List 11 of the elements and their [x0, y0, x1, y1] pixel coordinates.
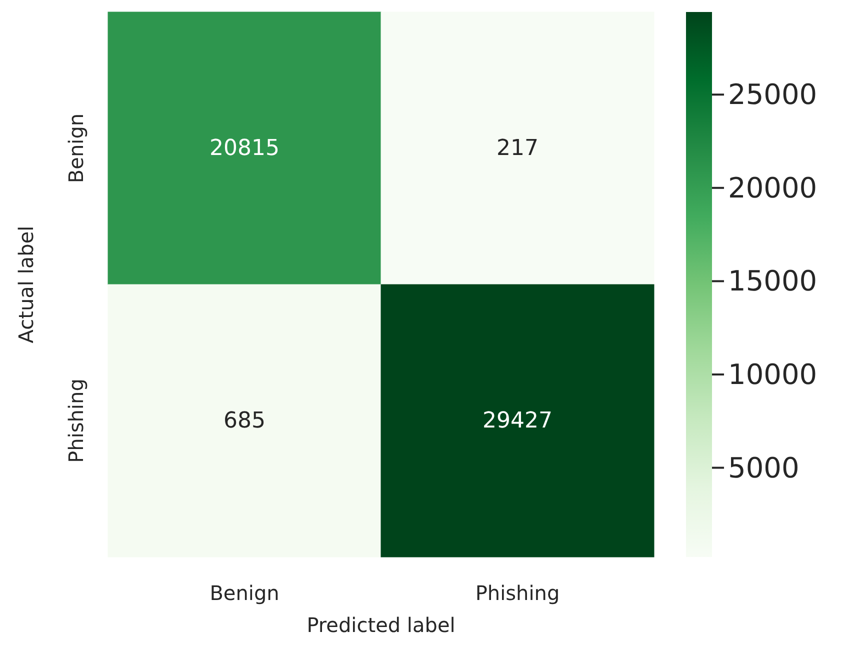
- data-label: 20815: [210, 136, 280, 161]
- color-bar-label: 10000: [728, 358, 818, 391]
- color-bar-label: 25000: [728, 78, 818, 112]
- color-bar-label: 5000: [728, 451, 800, 484]
- data-label: 217: [496, 136, 538, 161]
- data-label: 29427: [482, 408, 552, 434]
- data-label: 685: [224, 408, 266, 434]
- y-axis-title: Actual label: [14, 226, 38, 344]
- x-axis-title: Predicted label: [306, 613, 456, 637]
- color-bar-label: 20000: [728, 171, 818, 204]
- color-bar-label: 15000: [728, 264, 818, 298]
